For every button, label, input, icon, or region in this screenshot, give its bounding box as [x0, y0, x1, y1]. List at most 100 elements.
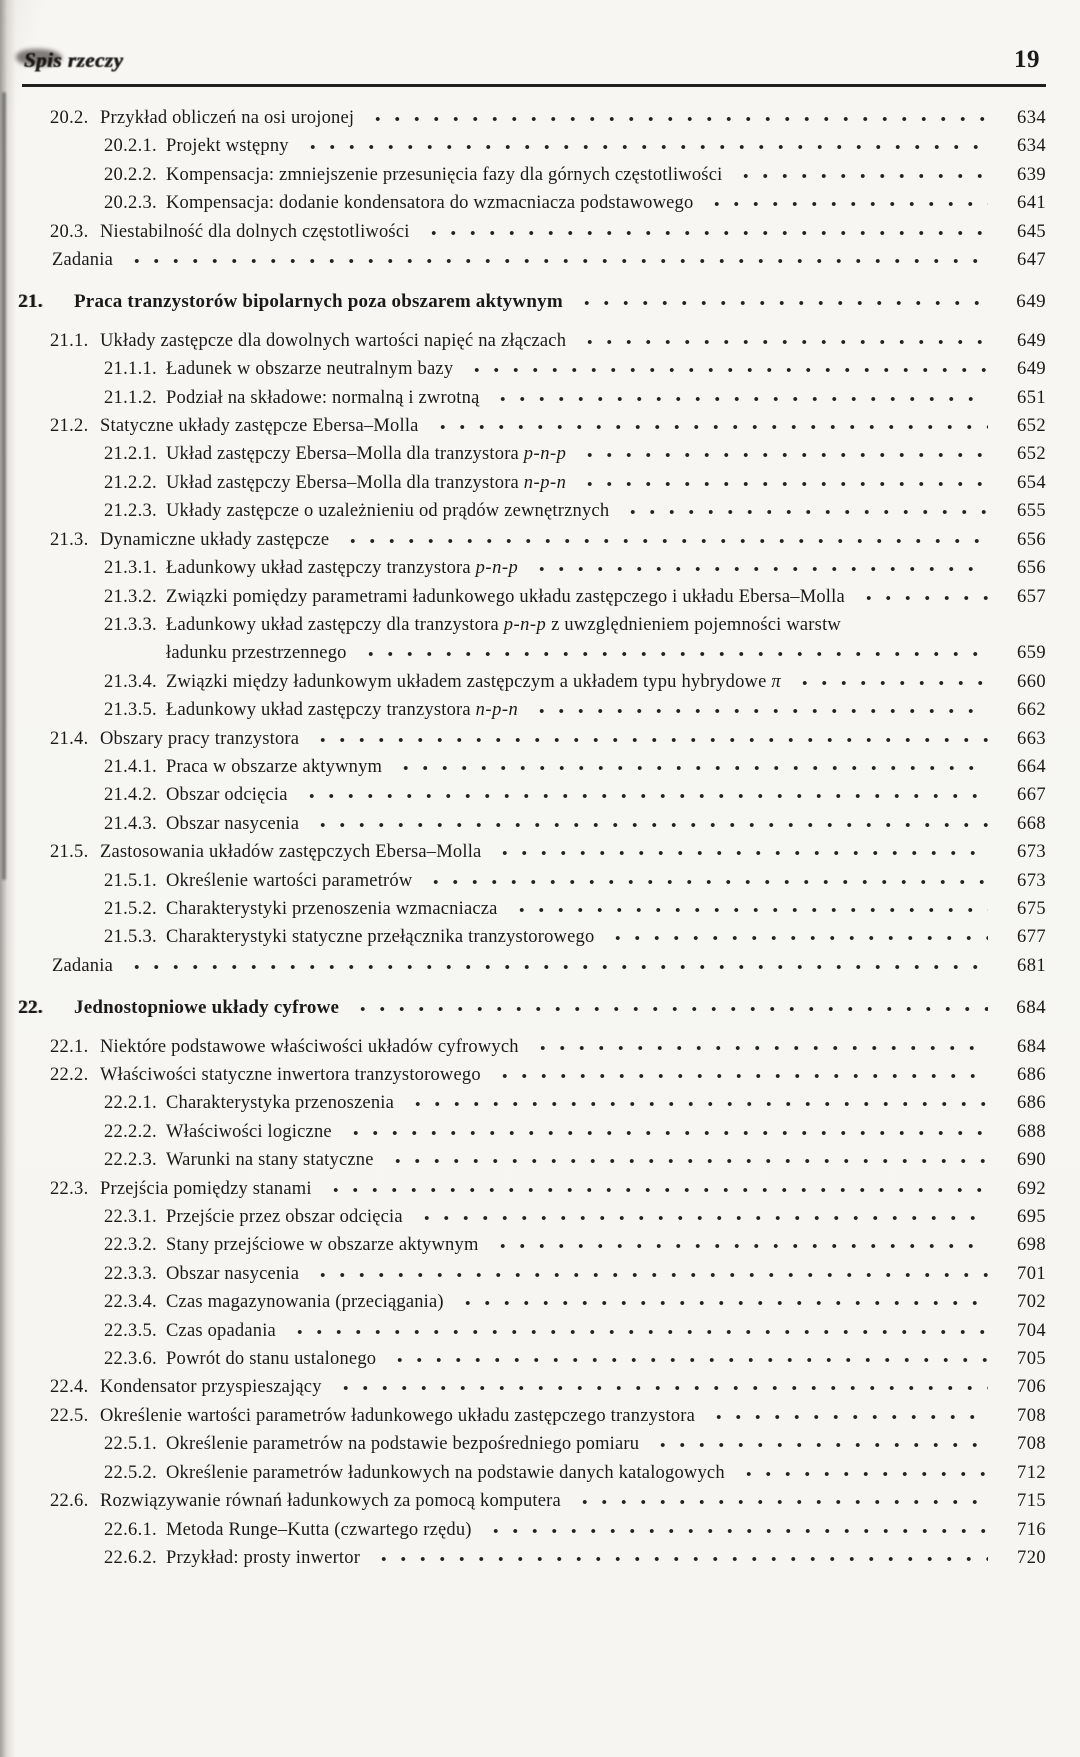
dot-leader: [619, 509, 988, 516]
toc-entry-number: 21.2.2.: [104, 472, 157, 493]
dot-leader: [604, 935, 988, 942]
toc-entry-title: Związki pomiędzy parametrami ładunkowego…: [166, 586, 845, 607]
toc-entry-page: 701: [1017, 1263, 1046, 1284]
toc-entry-number: 20.2.: [50, 108, 89, 128]
toc-entry: 21.3.5. Ładunkowy układ zastępczy tranzys…: [104, 696, 1046, 724]
dot-leader: [453, 1300, 988, 1307]
dot-leader: [576, 480, 988, 487]
toc-entry-page: 654: [1017, 472, 1046, 493]
toc-entry-number: 21.4.3.: [104, 813, 157, 834]
toc-entry: 20.2.2. Kompensacja: zmniejszenie przesun…: [104, 161, 1046, 189]
toc-entry-page: 663: [1017, 728, 1046, 749]
dot-leader: [392, 764, 988, 771]
toc-entry-title: Jednostopniowe układy cyfrowe: [74, 997, 340, 1019]
toc-entry-page: 681: [1017, 955, 1046, 976]
page-header: Spis rzeczy 19: [22, 0, 1046, 87]
dot-leader: [331, 1385, 988, 1392]
toc-entry-title: Praca w obszarze aktywnym: [166, 756, 383, 777]
toc-entry-page: 708: [1017, 1434, 1046, 1455]
dot-leader: [412, 1215, 988, 1222]
toc-entry-page: 712: [1017, 1462, 1046, 1483]
toc-entry: 22.3.2. Stany przejściowe w obszarze akty…: [104, 1231, 1046, 1259]
toc-entry-number: 21.3.3.: [104, 614, 157, 635]
toc-entry: 20.2. Przykład obliczeń na osi urojonej 63…: [50, 104, 1046, 132]
toc-entry-page: 706: [1017, 1377, 1046, 1398]
toc-entry: 22.3.1. Przejście przez obszar odcięcia 69…: [104, 1203, 1046, 1231]
toc-entry: 21.2.2. Układ zastępczy Ebersa–Molla dla …: [104, 469, 1046, 497]
toc-entry-page: 645: [1017, 221, 1046, 242]
toc-entry-title: Zastosowania układów zastępczych Ebersa–…: [100, 842, 482, 863]
toc-entry-number: 21.1.1.: [104, 359, 157, 380]
toc-entry-title: Kompensacja: zmniejszenie przesunięcia f…: [166, 164, 723, 185]
dot-leader: [370, 1555, 988, 1562]
toc-entry-page: 715: [1017, 1491, 1046, 1512]
toc-entry-number: 22.2.: [50, 1065, 89, 1085]
dot-leader: [383, 1158, 988, 1165]
dot-leader: [341, 1129, 988, 1136]
dot-leader: [490, 1073, 988, 1079]
toc-entry: 20.3. Niestabilność dla dolnych częstotli…: [50, 218, 1046, 246]
toc-entry: 22.2.1. Charakterystyka przenoszenia 686: [104, 1089, 1046, 1117]
toc-entry-number: 21.3.5.: [104, 700, 157, 721]
toc-entry-number: 22.5.: [50, 1405, 89, 1426]
toc-entry-title: Projekt wstępny: [166, 136, 289, 157]
toc-entry: 21.4.2. Obszar odcięcia 667: [104, 781, 1046, 809]
toc-entry-page: 649: [1016, 291, 1046, 313]
toc-entry: 21.5.2. Charakterystyki przenoszenia wzma…: [104, 895, 1046, 923]
toc-entry-page: 668: [1017, 813, 1046, 834]
toc-entry-page: 656: [1017, 558, 1046, 579]
toc-entry-page: 677: [1017, 927, 1046, 948]
toc-entry-title: Rozwiązywanie równań ładunkowych za pomo…: [100, 1491, 561, 1512]
dot-leader: [734, 1470, 988, 1477]
toc-entry-title: Stany przejściowe w obszarze aktywnym: [166, 1235, 479, 1256]
toc-entry-number: 21.3.: [50, 529, 89, 550]
toc-entry-title: Powrót do stanu ustalonego: [166, 1349, 377, 1370]
dot-leader: [339, 537, 988, 544]
toc-entry-title: Przykład obliczeń na osi urojonej: [100, 108, 355, 128]
toc-entry-title: Właściwości logiczne: [166, 1121, 332, 1142]
dot-leader: [572, 300, 988, 307]
toc-entry-title: Obszar nasycenia: [166, 813, 300, 834]
dot-leader: [570, 1499, 988, 1506]
toc-entry-page: 641: [1017, 193, 1046, 214]
toc-entry: Zadania 681: [52, 952, 1046, 980]
dot-leader: [576, 452, 988, 459]
toc-entry-number: 21.5.: [50, 842, 89, 863]
toc-entry-title: Związki między ładunkowym układem zastęp…: [166, 671, 782, 692]
toc-entry: 21.3. Dynamiczne układy zastępcze 656: [50, 526, 1046, 554]
dot-leader: [649, 1442, 988, 1449]
toc-entry-number: 21.4.: [50, 728, 89, 749]
toc-entry-page: 688: [1017, 1121, 1046, 1142]
toc-entry-number: 20.2.3.: [104, 193, 157, 214]
toc-entry: 22.2.3. Warunki na stany statyczne 690: [104, 1146, 1046, 1174]
toc-entry-number: 21.4.2.: [104, 785, 157, 806]
dot-leader: [419, 229, 988, 236]
toc-entry: 21.1.1. Ładunek w obszarze neutralnym baz…: [104, 355, 1046, 383]
dot-leader: [507, 906, 988, 913]
toc-entry-page: 684: [1016, 997, 1046, 1019]
toc-entry-title: Obszar odcięcia: [166, 785, 288, 806]
toc-entry: 21.3.4. Związki między ładunkowym układem…: [104, 668, 1046, 696]
toc-entry-title: Kondensator przyspieszający: [100, 1377, 322, 1398]
toc-entry-number: 22.3.4.: [104, 1292, 157, 1313]
toc-entry: 21.4.3. Obszar nasycenia 668: [104, 810, 1046, 838]
toc-entry-number: 21.2.3.: [104, 501, 157, 522]
toc-entry-title: Praca tranzystorów bipolarnych poza obsz…: [74, 291, 563, 313]
page-number: 19: [1014, 46, 1040, 73]
toc-entry-number: 20.2.1.: [104, 136, 157, 157]
toc-entry-number: 21.2.: [50, 416, 89, 437]
toc-entry-title: Obszary pracy tranzystora: [100, 728, 300, 749]
toc-entry-title: Podział na składowe: normalną i zwrotną: [166, 387, 480, 408]
toc-entry-title: Czas opadania: [166, 1320, 276, 1341]
toc-entry-title: Określenie wartości parametrów: [166, 870, 413, 891]
toc-entry-title: Charakterystyki przenoszenia wzmacniacza: [166, 898, 498, 919]
toc-entry: 21.3.2. Związki pomiędzy parametrami ładu…: [104, 583, 1046, 611]
toc-entry-number: 21.3.4.: [104, 671, 157, 692]
toc-entry-page: 652: [1017, 416, 1046, 437]
dot-leader: [528, 1044, 988, 1051]
toc-entry-title: Czas magazynowania (przeciągania): [166, 1292, 444, 1313]
toc-entry-title: Określenie wartości parametrów ładunkowe…: [100, 1405, 696, 1426]
toc-entry-page: 692: [1017, 1178, 1046, 1199]
toc-entry-page: 686: [1017, 1065, 1046, 1085]
toc-entry: 22.3.3. Obszar nasycenia 701: [104, 1260, 1046, 1288]
